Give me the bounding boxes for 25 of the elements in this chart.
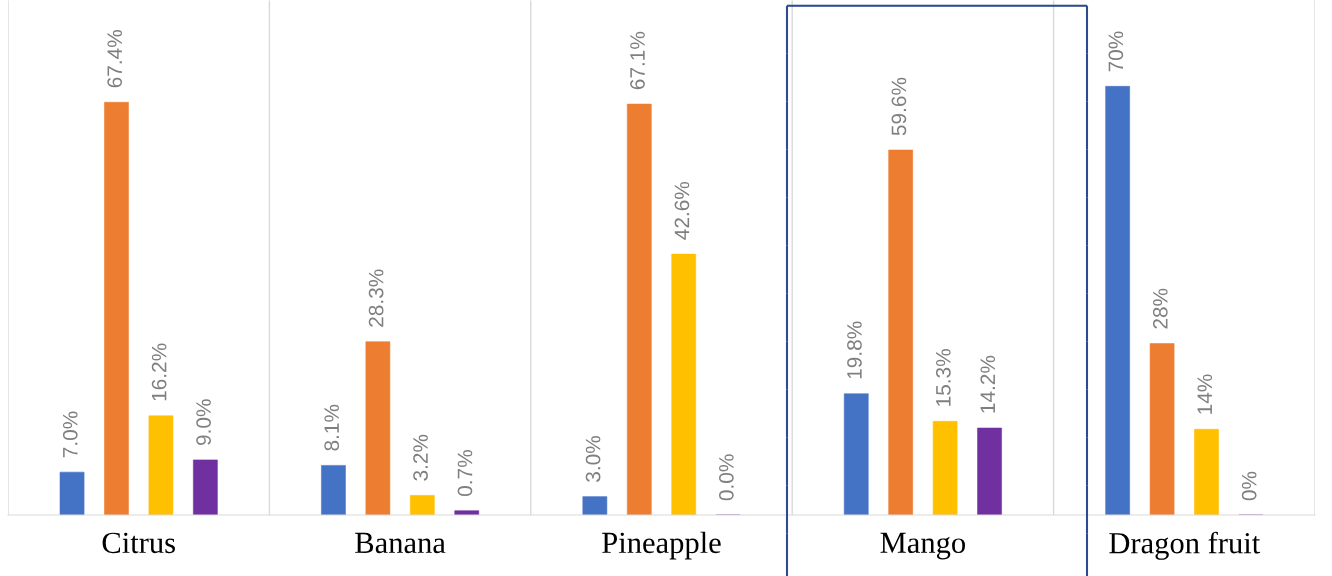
data-label: 0% [1241, 471, 1257, 501]
data-label: 16.2% [151, 343, 167, 401]
data-label: 19.8% [847, 321, 862, 379]
x-tick-label: Citrus [102, 532, 175, 554]
data-label: 14% [1197, 374, 1213, 414]
data-label: 15.3% [935, 349, 951, 406]
data-label: 8.1% [324, 404, 340, 451]
data-label: 3.2% [413, 434, 428, 481]
data-label: 0.7% [457, 450, 473, 497]
data-label: 59.6% [891, 77, 907, 136]
data-label: 67.1% [630, 31, 645, 90]
data-label: 28% [1152, 288, 1168, 329]
data-label: 9.0% [196, 399, 211, 446]
data-label: 67.4% [107, 30, 123, 88]
data-label: 0.0% [719, 454, 734, 501]
data-label: 42.6% [674, 181, 690, 240]
x-tick-label: Mango [880, 532, 966, 560]
data-label: 14.2% [980, 355, 996, 413]
x-tick-label: Banana [355, 532, 446, 554]
x-tick-label: Pineapple [602, 531, 721, 560]
data-label: 3.0% [585, 435, 601, 482]
x-tick-label: Dragon fruit [1109, 531, 1261, 560]
data-label: 28.3% [368, 269, 384, 327]
data-label: 7.0% [62, 411, 78, 458]
data-label: 70% [1108, 31, 1124, 72]
